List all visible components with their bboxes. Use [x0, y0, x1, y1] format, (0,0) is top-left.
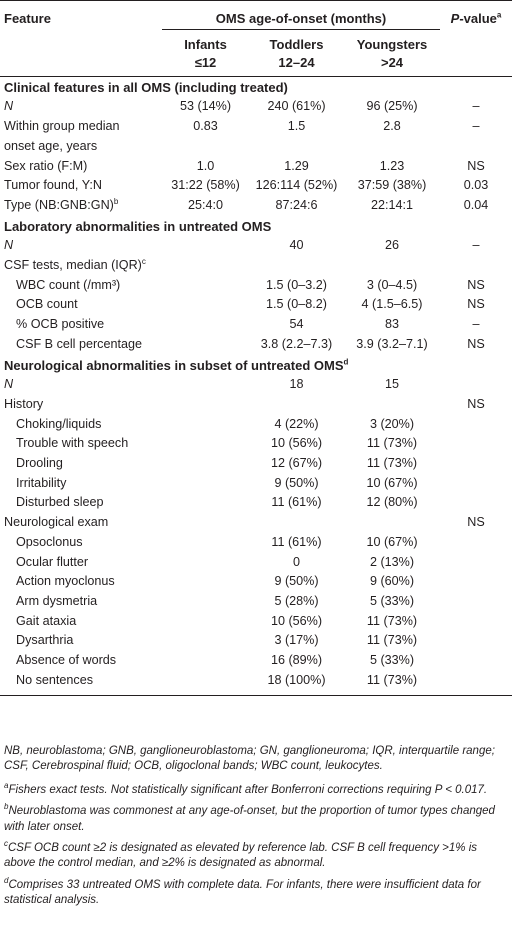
table-row: N 53 (14%) 240 (61%) 96 (25%) –: [4, 99, 480, 114]
table-row: Ocular flutter 0 2 (13%): [16, 554, 415, 569]
footnote-a: aFishers exact tests. Not statistically …: [4, 780, 488, 796]
table-row: Dysarthria 3 (17%) 11 (73%): [16, 633, 418, 648]
table-row: Type (NB:GNB:GN)b 25:4:0 87:24:6 22:14:1…: [4, 196, 489, 212]
header-row-1: Feature OMS age-of-onset (months) P-valu…: [0, 0, 512, 30]
footnote-abbreviations: NB, neuroblastoma; GNB, ganglioneuroblas…: [4, 745, 495, 773]
table-row: Absence of words 16 (89%) 5 (33%): [16, 653, 415, 668]
oms-table: Feature OMS age-of-onset (months) P-valu…: [0, 0, 512, 696]
header-oms-group: OMS age-of-onset (months): [162, 0, 441, 30]
table-row: Arm dysmetria 5 (28%) 5 (33%): [16, 593, 415, 608]
table-row: CSF tests, median (IQR)c: [4, 256, 146, 273]
table-row: Within group median 0.83 1.5 2.8 –: [4, 119, 480, 134]
table-row: CSF B cell percentage 3.8 (2.2–7.3) 3.9 …: [16, 336, 485, 351]
table-row: Trouble with speech 10 (56%) 11 (73%): [16, 436, 418, 451]
table-row: N 18 15: [4, 377, 400, 392]
footnote-c: cCSF OCB count ≥2 is designated as eleva…: [4, 839, 478, 870]
table-row: Disturbed sleep 11 (61%) 12 (80%): [16, 495, 418, 510]
section-title: Neurological abnormalities in subset of …: [4, 357, 349, 373]
footnote-d: dComprises 33 untreated OMS with complet…: [4, 876, 481, 907]
table-row: Irritability 9 (50%) 10 (67%): [16, 475, 418, 490]
table-row: onset age, years: [4, 138, 98, 153]
header-infants: Infants ≤12: [184, 36, 227, 70]
table-row: History NS: [4, 396, 485, 411]
table-row: Tumor found, Y:N 31:22 (58%) 126:114 (52…: [4, 178, 489, 193]
table-row: OCB count 1.5 (0–8.2) 4 (1.5–6.5) NS: [16, 297, 485, 312]
table-row: N 40 26 –: [4, 238, 480, 253]
table-row: Neurological exam NS: [4, 515, 485, 530]
table-row: Choking/liquids 4 (22%) 3 (20%): [16, 416, 415, 431]
table-row: WBC count (/mm³) 1.5 (0–3.2) 3 (0–4.5) N…: [16, 277, 485, 292]
section-title: Clinical features in all OMS (including …: [0, 75, 512, 98]
table-row: Opsoclonus 11 (61%) 10 (67%): [16, 534, 418, 549]
section-title: Laboratory abnormalities in untreated OM…: [4, 218, 272, 234]
table-row: Drooling 12 (67%) 11 (73%): [16, 456, 418, 471]
table-row: Gait ataxia 10 (56%) 11 (73%): [16, 613, 418, 628]
table-row: % OCB positive 54 83 –: [16, 317, 480, 332]
table-row: No sentences 18 (100%) 11 (73%): [0, 670, 512, 696]
header-youngsters: Youngsters >24: [356, 36, 428, 70]
header-row-2: Infants ≤12 Toddlers 12–24 Youngsters >24: [0, 29, 512, 76]
header-toddlers: Toddlers 12–24: [269, 36, 324, 70]
header-pvalue: P-valuea: [450, 10, 502, 26]
footnote-b: bNeuroblastoma was commonest at any age-…: [4, 802, 495, 833]
table-row: Action myoclonus 9 (50%) 9 (60%): [16, 574, 415, 589]
table-footnotes: NB, neuroblastoma; GNB, ganglioneuroblas…: [4, 744, 504, 915]
table-row: Sex ratio (F:M) 1.0 1.29 1.23 NS: [4, 158, 485, 173]
header-feature: Feature: [4, 11, 51, 26]
